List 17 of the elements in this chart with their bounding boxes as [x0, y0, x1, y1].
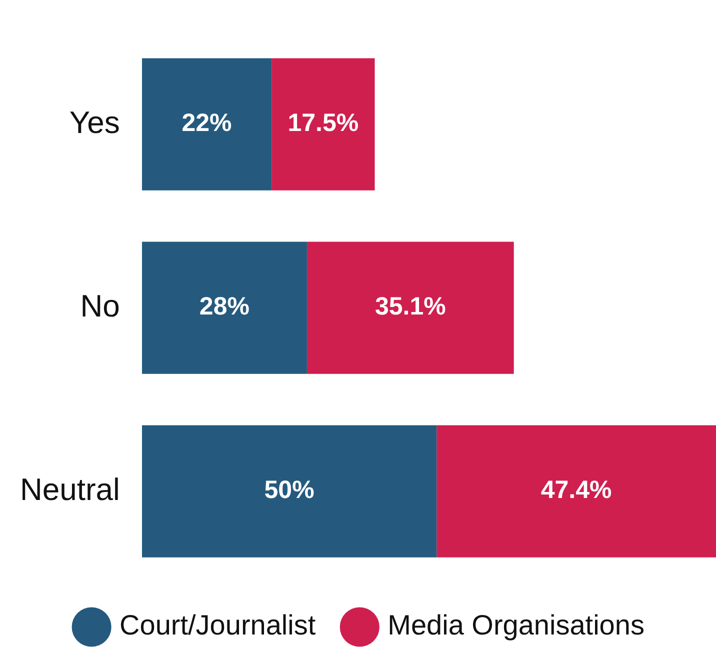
- data-label: 47.4%: [540, 476, 612, 504]
- data-label: 22%: [182, 109, 232, 138]
- bar: [272, 58, 375, 190]
- data-label: 35.1%: [374, 292, 446, 321]
- bar: [142, 425, 437, 558]
- bar: [306, 242, 514, 374]
- bar: [142, 58, 272, 190]
- data-label: 17.5%: [288, 109, 359, 138]
- y-tick-label: Neutral: [20, 472, 120, 507]
- bar: [142, 242, 307, 374]
- data-label: 28%: [199, 292, 250, 321]
- data-label: 50%: [264, 476, 314, 504]
- y-tick-label: Yes: [69, 104, 120, 140]
- legend-label: Court/Journalist: [120, 610, 316, 641]
- y-tick-label: No: [80, 288, 120, 324]
- legend-label: Media Organisations: [388, 610, 644, 641]
- bar: [436, 425, 716, 558]
